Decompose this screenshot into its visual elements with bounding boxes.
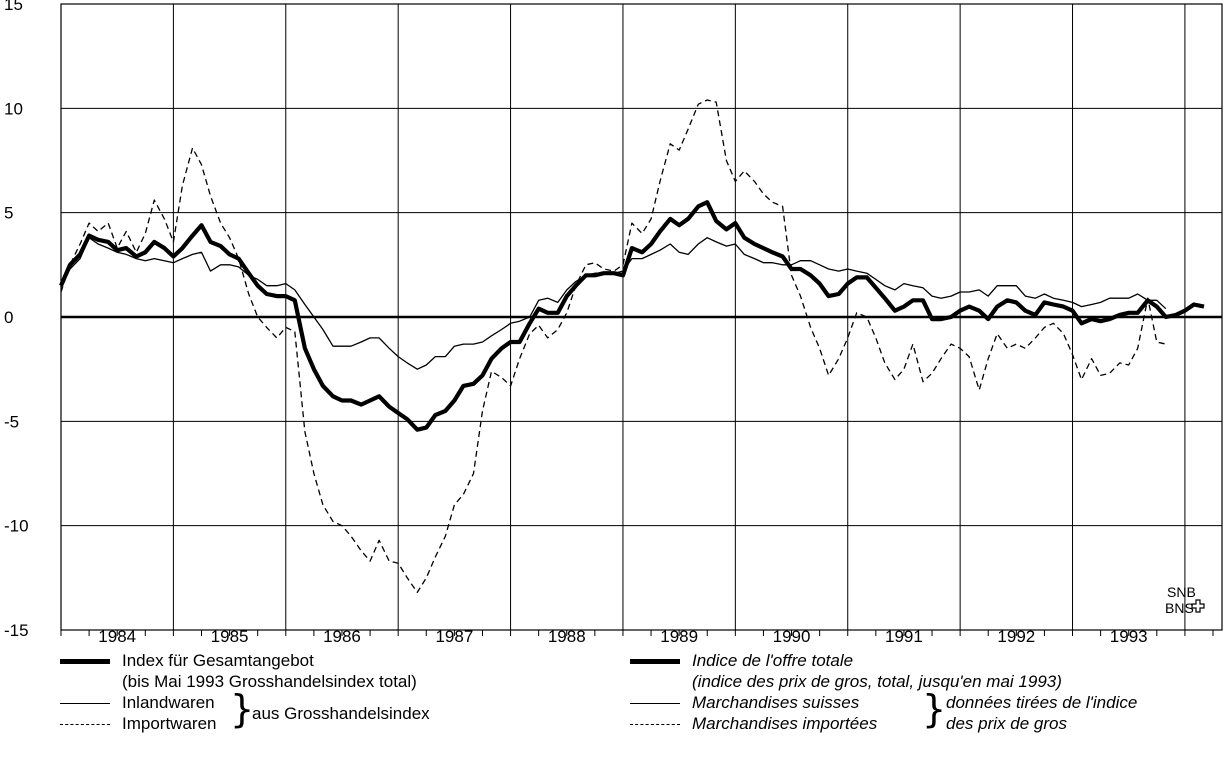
- series-line-dashed: [60, 99, 1166, 594]
- legend-note-text: (indice des prix de gros, total, jusqu'e…: [692, 672, 1062, 691]
- legend-note: (bis Mai 1993 Grosshandelsindex total): [60, 671, 417, 692]
- legend-item-import: Marchandises importées: [630, 713, 1062, 734]
- legend-label: Importwaren: [122, 714, 217, 733]
- x-tick-label: 1993: [1110, 627, 1148, 646]
- y-tick-label: 10: [4, 99, 23, 118]
- legend-swatch-thick: [60, 659, 110, 665]
- legend-brace: }: [922, 687, 947, 731]
- x-tick-label: 1988: [548, 627, 586, 646]
- y-axis-ticks: 15 10 5 0 -5 -10 -15: [4, 0, 29, 640]
- legend-label: Inlandwaren: [122, 693, 215, 712]
- legend-german: Index für Gesamtangebot (bis Mai 1993 Gr…: [60, 650, 430, 734]
- series-group: [59, 99, 1205, 594]
- legend-item-domestic: Inlandwaren: [60, 692, 417, 713]
- x-axis-ticks: 1984 1985 1986 1987 1988 1989 1990 1991 1992 1993: [98, 627, 1147, 646]
- legend-brace: }: [230, 687, 255, 731]
- legend-note: (indice des prix de gros, total, jusqu'e…: [630, 671, 1062, 692]
- series-line-thick: [59, 200, 1205, 432]
- x-tick-label: 1989: [660, 627, 698, 646]
- x-tick-label: 1991: [885, 627, 923, 646]
- legend-swatch-thick: [630, 659, 680, 665]
- y-tick-label: -10: [4, 517, 29, 536]
- y-tick-label: 15: [4, 0, 23, 14]
- y-tick-label: 0: [4, 308, 13, 327]
- swiss-cross-icon: [1191, 599, 1205, 613]
- x-tick-label: 1987: [435, 627, 473, 646]
- logo-line-1: SNB: [1167, 584, 1196, 600]
- legend-swatch-thin: [60, 703, 110, 705]
- snb-bns-logo: SNB BNS: [1165, 584, 1205, 616]
- legend-item-total: Index für Gesamtangebot: [60, 650, 417, 671]
- legend-french: Indice de l'offre totale (indice des pri…: [630, 650, 1137, 734]
- legend-swatch-dashed: [630, 724, 680, 726]
- legend-item-import: Importwaren: [60, 713, 417, 734]
- legend-swatch-dashed: [60, 724, 110, 726]
- legend-label: Marchandises importées: [692, 714, 878, 733]
- legend-label: Indice de l'offre totale: [692, 651, 854, 670]
- legend-source-label: aus Grosshandelsindex: [252, 704, 430, 723]
- legend-label: Marchandises suisses: [692, 693, 860, 712]
- legend-swatch-thin: [630, 703, 680, 705]
- y-tick-label: -15: [4, 621, 29, 640]
- x-tick-label: 1992: [997, 627, 1035, 646]
- legend-source-label-1: données tirées de l'indice: [946, 693, 1138, 712]
- legend-item-domestic: Marchandises suisses: [630, 692, 1062, 713]
- x-tick-label: 1990: [773, 627, 811, 646]
- legend-source-label-2: des prix de gros: [946, 714, 1067, 733]
- legend-note-text: (bis Mai 1993 Grosshandelsindex total): [122, 672, 417, 691]
- logo-line-2: BNS: [1165, 600, 1194, 616]
- legend-label: Index für Gesamtangebot: [122, 651, 314, 670]
- legend-item-total: Indice de l'offre totale: [630, 650, 1062, 671]
- y-tick-label: -5: [4, 412, 19, 431]
- x-tick-label: 1984: [98, 627, 136, 646]
- x-tick-label: 1985: [211, 627, 249, 646]
- y-tick-label: 5: [4, 204, 13, 223]
- grid: [60, 3, 1223, 636]
- x-tick-label: 1986: [323, 627, 361, 646]
